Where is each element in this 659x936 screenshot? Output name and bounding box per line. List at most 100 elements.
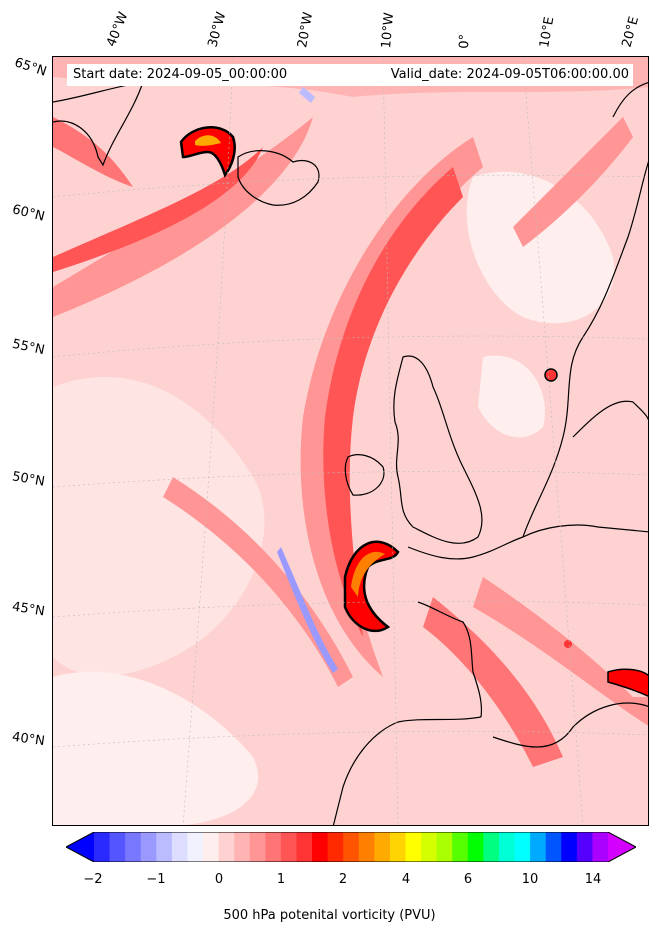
colorbar-segment bbox=[109, 832, 126, 862]
colorbar-segment bbox=[452, 832, 469, 862]
pv-streak bbox=[53, 147, 263, 272]
colorbar-segment bbox=[576, 832, 593, 862]
colorbar-tick-label: −2 bbox=[83, 872, 103, 887]
colorbar-segment bbox=[405, 832, 422, 862]
pv-negative-streak bbox=[277, 547, 338, 673]
colorbar-segment bbox=[436, 832, 453, 862]
date-info-bar: Start date: 2024-09-05_00:00:00 Valid_da… bbox=[67, 64, 633, 86]
colorbar-segment bbox=[187, 832, 204, 862]
pv-streak bbox=[473, 577, 648, 726]
graticule-line bbox=[53, 470, 648, 488]
graticule-line bbox=[182, 57, 234, 825]
colorbar-segment bbox=[545, 832, 562, 862]
lon-label-10e: 10°E bbox=[537, 15, 558, 49]
colorbar-segment bbox=[265, 832, 282, 862]
lon-label-20w: 20°W bbox=[295, 11, 317, 50]
pv-light-region bbox=[466, 171, 615, 324]
colorbar-segment bbox=[94, 832, 111, 862]
colorbar-tick-label: 14 bbox=[584, 872, 602, 887]
colorbar-segment bbox=[561, 832, 578, 862]
greenland-coast bbox=[53, 81, 144, 167]
colorbar-tick-label: 4 bbox=[401, 872, 411, 887]
pv-streak bbox=[163, 477, 353, 687]
pv-streak bbox=[53, 117, 133, 187]
pv-light-region bbox=[53, 377, 265, 676]
lat-label-50n: 50°N bbox=[10, 469, 46, 490]
britain-coast bbox=[393, 355, 483, 544]
lon-label-0: 0° bbox=[457, 33, 473, 49]
colorbar-segment bbox=[343, 832, 360, 862]
map-panel bbox=[52, 56, 649, 826]
colorbar-segment bbox=[389, 832, 407, 862]
pv-streak bbox=[423, 597, 563, 767]
colorbar-segment bbox=[312, 832, 329, 862]
colorbar-segment bbox=[171, 832, 188, 862]
colorbar bbox=[64, 831, 638, 863]
coastlines bbox=[53, 81, 648, 825]
colorbar-tick-label: −1 bbox=[146, 872, 166, 887]
mediterranean-coast bbox=[492, 702, 648, 748]
colorbar-segment bbox=[467, 832, 484, 862]
colorbar-svg bbox=[64, 831, 638, 863]
colorbar-tick-label: 0 bbox=[214, 872, 224, 887]
graticule-line bbox=[53, 335, 648, 358]
colorbar-segment bbox=[483, 832, 500, 862]
graticule bbox=[53, 57, 648, 825]
start-date-label: Start date: 2024-09-05_00:00:00 bbox=[73, 67, 288, 82]
ireland-coast bbox=[344, 454, 385, 496]
pv-negative-patch bbox=[299, 87, 315, 103]
lat-label-40n: 40°N bbox=[11, 729, 46, 750]
colorbar-segment bbox=[249, 832, 266, 862]
lat-label-65n: 65°N bbox=[12, 55, 49, 80]
pv-anomaly-core bbox=[351, 551, 385, 597]
pv-anomaly-north bbox=[179, 126, 236, 178]
pv-spot bbox=[607, 668, 648, 697]
pv-jet-streak bbox=[323, 167, 463, 637]
colorbar-extend-high bbox=[608, 832, 636, 862]
pv-light-region bbox=[478, 355, 545, 438]
lat-label-60n: 60°N bbox=[10, 202, 47, 225]
colorbar-segment bbox=[498, 832, 516, 862]
colorbar-tick-label: 2 bbox=[338, 872, 348, 887]
colorbar-title: 500 hPa potenital vorticity (PVU) bbox=[223, 908, 436, 923]
iceland-coast bbox=[237, 150, 320, 206]
valid-date-label: Valid_date: 2024-09-05T06:00:00.00 bbox=[390, 67, 629, 82]
pv-spot bbox=[564, 640, 572, 648]
colorbar-segment bbox=[140, 832, 157, 862]
pv-anomaly-core bbox=[195, 135, 221, 146]
colorbar-segment bbox=[125, 832, 142, 862]
colorbar-segment bbox=[358, 832, 375, 862]
norway-north-coast bbox=[612, 82, 648, 118]
biscay-coast bbox=[417, 601, 483, 718]
colorbar-segment bbox=[327, 832, 344, 862]
colorbar-segment bbox=[234, 832, 251, 862]
lat-label-45n: 45°N bbox=[11, 599, 46, 620]
lon-label-10w: 10°W bbox=[379, 11, 398, 49]
colorbar-segment bbox=[296, 832, 313, 862]
iberia-coast bbox=[332, 716, 482, 825]
north-france-coast bbox=[407, 524, 648, 560]
graticule-line bbox=[53, 174, 648, 198]
colorbar-tick-label: 6 bbox=[463, 872, 473, 887]
pv-light-region bbox=[53, 671, 258, 825]
graticule-line bbox=[53, 600, 648, 618]
pv-spot bbox=[544, 368, 558, 382]
colorbar-segment bbox=[374, 832, 391, 862]
colorbar-segment bbox=[218, 832, 235, 862]
colorbar-segment bbox=[514, 832, 531, 862]
colorbar-tick-label: 10 bbox=[521, 872, 539, 887]
colorbar-segment bbox=[530, 832, 547, 862]
lon-label-40w: 40°W bbox=[104, 10, 132, 49]
colorbar-segment bbox=[203, 832, 220, 862]
colorbar-tick-label: 1 bbox=[276, 872, 286, 887]
colorbar-extend-low bbox=[66, 832, 94, 862]
colorbar-segment bbox=[156, 832, 173, 862]
lat-label-55n: 55°N bbox=[10, 336, 46, 359]
colorbar-segment bbox=[280, 832, 297, 862]
colorbar-segment bbox=[592, 832, 609, 862]
pv-streak bbox=[513, 117, 633, 247]
lon-label-30w: 30°W bbox=[205, 10, 230, 49]
pv-field-map bbox=[53, 57, 648, 825]
denmark-coast bbox=[572, 400, 648, 438]
graticule-line bbox=[382, 57, 399, 825]
